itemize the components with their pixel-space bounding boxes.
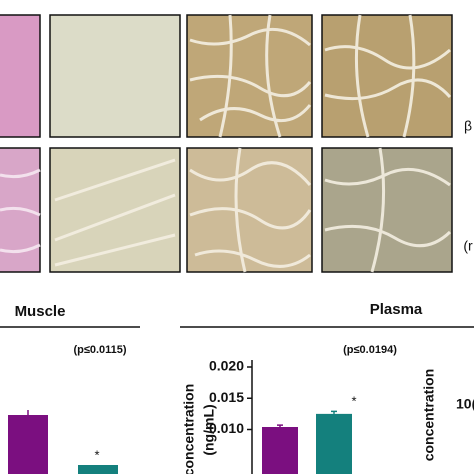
bar [8,415,48,474]
y-tick-label: 0.015 [209,389,244,405]
bar [262,427,298,474]
panel [0,14,41,138]
p-value: (p≤0.0194) [343,344,397,356]
p-value: (p≤0.0115) [73,344,126,356]
edge-label: β [464,118,472,134]
tick-label: 10( [456,396,474,412]
panel [321,14,453,138]
y-tick-label: 0.010 [209,420,244,436]
edge-label: (r [463,238,473,254]
bar [316,413,352,474]
section-heading: Plasma [370,301,423,318]
axis-label: concentration [421,369,437,462]
section-heading: Muscle [15,303,66,320]
y-tick-label: 0.020 [209,358,244,374]
y-axis-label: concentration [181,384,197,474]
significance: * [94,447,99,462]
panel [321,147,453,273]
y-axis-label: (ng/mL) [201,404,217,455]
significance: * [351,393,356,408]
bar [78,465,118,474]
tissue-texture [0,14,452,273]
panel [49,14,181,138]
panel [49,147,181,273]
plasma-chart: 0.010 0.015 0.020 concentration (ng/mL) (p≤0.… [181,344,397,474]
